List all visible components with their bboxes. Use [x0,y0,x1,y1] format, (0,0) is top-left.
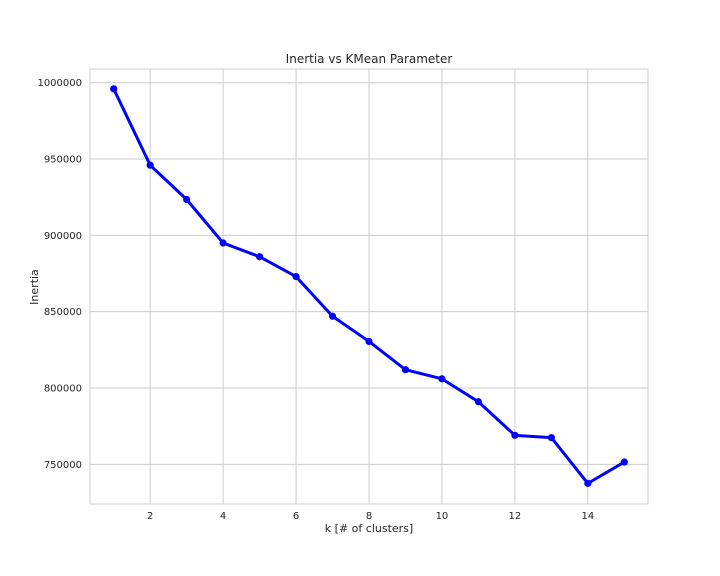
x-tick-label: 2 [147,511,153,522]
data-point [547,434,555,442]
x-tick-label: 10 [436,511,449,522]
data-point [328,312,337,320]
data-point [219,239,227,247]
data-point [474,398,483,406]
chart-title: Inertia vs KMean Parameter [286,52,453,66]
data-point [365,337,373,346]
data-point [146,161,154,169]
series-layer [110,85,628,487]
data-point [292,272,300,281]
data-point [438,375,446,383]
y-axis-label: Inertia [28,269,41,305]
x-tick-label: 6 [293,511,299,522]
plot-area-frame [89,68,649,505]
data-point [511,431,519,439]
data-point [620,458,628,466]
y-tick-label: 850000 [44,307,82,318]
data-point [255,253,264,261]
data-point [110,85,118,93]
data-point [584,479,592,487]
y-tick-label: 800000 [44,384,82,395]
y-tick-label: 1000000 [37,78,82,89]
x-axis-ticks: 2 4 6 8 10 12 14 [147,511,594,522]
y-tick-label: 950000 [44,155,82,166]
data-point [401,366,410,374]
data-point [183,195,191,204]
x-tick-label: 8 [366,511,372,522]
y-tick-label: 900000 [44,231,82,242]
y-tick-label: 750000 [44,460,82,471]
x-tick-label: 14 [581,511,594,522]
x-axis-label: k [# of clusters] [325,522,413,535]
grid-lines [90,69,648,504]
y-axis-ticks: 750000 800000 850000 900000 950000 1000000 [37,78,82,471]
x-tick-label: 12 [509,511,522,522]
x-tick-label: 4 [220,511,226,522]
